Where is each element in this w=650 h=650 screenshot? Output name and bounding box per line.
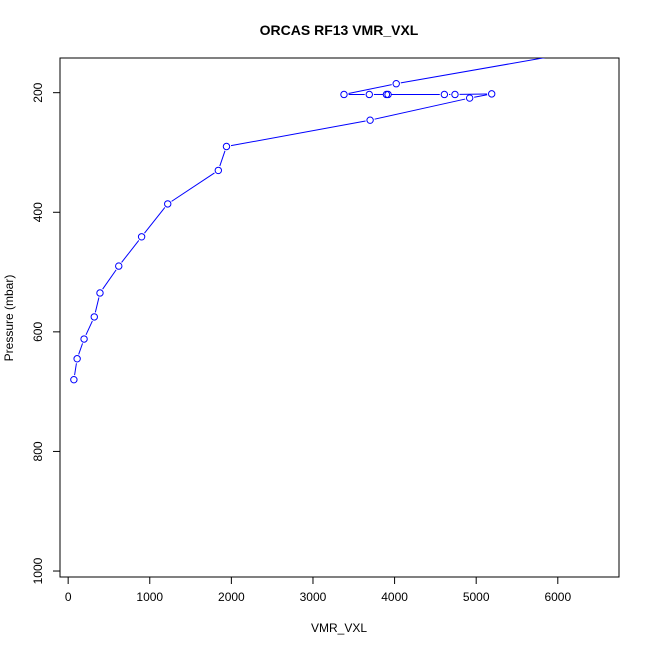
series-segment <box>171 172 215 202</box>
y-tick-label: 200 <box>31 82 45 102</box>
x-tick-label: 3000 <box>300 590 327 604</box>
data-point <box>451 90 459 99</box>
series-group <box>70 58 546 384</box>
data-point <box>115 262 123 270</box>
series-segment <box>121 240 140 263</box>
x-tick-label: 1000 <box>136 590 163 604</box>
series-segment <box>102 269 117 290</box>
series-segment <box>400 58 546 84</box>
data-point <box>137 233 146 241</box>
plot-area: 0 1000 2000 3000 4000 5000 6000 200 400 600 800 100… <box>31 57 620 604</box>
y-tick-label: 1000 <box>31 557 45 584</box>
data-point <box>392 80 400 88</box>
x-tick-label: 5000 <box>463 590 490 604</box>
data-point <box>366 116 374 124</box>
data-point <box>440 90 449 99</box>
series-segment <box>474 94 488 98</box>
y-tick-label: 800 <box>31 441 45 461</box>
series-segment <box>230 120 366 147</box>
data-point <box>96 289 104 297</box>
y-tick-label: 400 <box>31 202 45 222</box>
chart-title: ORCAS RF13 VMR_VXL <box>260 22 419 38</box>
data-point <box>70 375 78 384</box>
data-point <box>164 200 172 208</box>
series-segment <box>74 363 77 376</box>
x-tick-label: 2000 <box>218 590 245 604</box>
data-point <box>365 90 373 99</box>
x-tick-label: 4000 <box>381 590 408 604</box>
data-point <box>80 335 88 343</box>
series-segment <box>348 84 392 95</box>
x-tick-label: 0 <box>65 590 72 604</box>
series-segment <box>144 207 166 234</box>
series-segment <box>85 320 93 336</box>
y-tick-label: 600 <box>31 322 45 342</box>
data-point <box>90 313 98 321</box>
y-axis-label: Pressure (mbar) <box>2 275 16 362</box>
series-segment <box>219 150 226 167</box>
data-point <box>214 166 223 175</box>
series-segment <box>94 297 100 313</box>
plot-frame <box>59 57 620 578</box>
data-point <box>487 90 496 98</box>
data-point <box>73 355 81 363</box>
data-point <box>384 90 392 99</box>
x-tick-label: 6000 <box>544 590 571 604</box>
series-segment <box>78 343 84 355</box>
data-point <box>222 142 231 151</box>
data-point <box>340 90 348 99</box>
series-segment <box>374 98 466 120</box>
x-axis-label: VMR_VXL <box>311 621 367 635</box>
data-point <box>465 94 474 102</box>
